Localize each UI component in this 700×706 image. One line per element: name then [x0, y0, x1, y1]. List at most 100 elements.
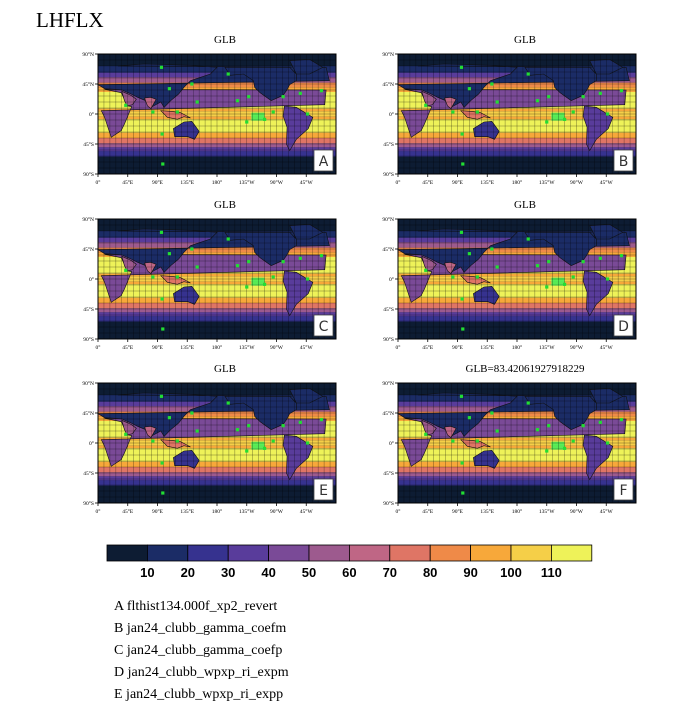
- station-marker: [545, 449, 549, 453]
- land-region: [443, 97, 457, 110]
- lon-tick-label: 45°W: [600, 508, 614, 513]
- station-marker: [475, 439, 479, 443]
- map-plot: 90°N45°N0°45°S90°S0° 45°E 90°E 135°E 180° 135…: [382, 216, 637, 349]
- lat-tick-label: 90°N: [382, 216, 394, 223]
- colorbar-segment: [227, 544, 269, 562]
- station-marker: [167, 416, 171, 420]
- station-marker: [475, 110, 479, 114]
- legend-item-c: C jan24_clubb_gamma_coefp: [114, 643, 283, 658]
- station-marker: [167, 252, 171, 256]
- station-marker: [563, 446, 567, 450]
- lon-tick-label: 180°: [212, 344, 222, 349]
- lat-tick-label: 45°N: [382, 410, 394, 417]
- panel-title: GLB: [514, 34, 536, 46]
- colorbar-segment: [147, 544, 189, 562]
- panel-title: GLB: [214, 199, 236, 211]
- map-plot: 90°N45°N0°45°S90°S0° 45°E 90°E 135°E 180° 135…: [82, 216, 337, 349]
- station-marker: [235, 99, 240, 103]
- station-marker: [535, 99, 540, 103]
- station-marker: [226, 401, 230, 405]
- lon-tick-label: 90°E: [452, 179, 464, 184]
- map-panel-d: GLB 90°N 45°N 0° 45°S 90°S 0° 45°E 90°E 135°E 180…: [370, 199, 640, 349]
- lon-tick-label: 45°E: [122, 179, 134, 184]
- station-marker: [247, 260, 251, 264]
- station-marker: [151, 110, 155, 114]
- highlight-box: [551, 112, 565, 121]
- panel-letter: D: [618, 319, 629, 335]
- station-marker: [547, 424, 551, 428]
- lon-tick-label: 180°: [512, 508, 522, 513]
- station-marker: [451, 439, 455, 443]
- colorbar-label: 70: [383, 565, 397, 580]
- station-marker: [545, 120, 549, 124]
- colorbar-label: 40: [261, 565, 275, 580]
- colorbar-segment: [470, 544, 512, 562]
- lat-tick-label: 45°N: [382, 81, 394, 88]
- lon-tick-label: 90°E: [452, 344, 464, 349]
- lon-tick-label: 0°: [396, 508, 401, 513]
- colorbar-segment: [308, 544, 350, 562]
- lat-tick-label: 90°S: [83, 171, 94, 178]
- station-marker: [571, 275, 575, 279]
- station-marker: [424, 103, 428, 107]
- station-marker: [195, 265, 199, 269]
- station-marker: [159, 65, 164, 69]
- lon-tick-label: 135°W: [539, 179, 555, 184]
- station-marker: [151, 439, 155, 443]
- lon-tick-label: 90°W: [570, 179, 584, 184]
- lon-tick-label: 0°: [96, 179, 101, 184]
- land-region: [582, 270, 614, 317]
- station-marker: [305, 441, 310, 445]
- panel-letter: F: [619, 483, 627, 499]
- lon-tick-label: 45°W: [600, 344, 614, 349]
- station-marker: [581, 424, 585, 428]
- map-panel-f: GLB=83.42061927918229 90°N 45°N 0° 45°S 90°S…: [370, 363, 640, 513]
- legend-item-e: E jan24_clubb_wpxp_ri_expp: [114, 687, 284, 702]
- station-marker: [459, 230, 464, 234]
- lon-tick-label: 135°W: [239, 344, 255, 349]
- station-marker: [281, 95, 285, 99]
- station-marker: [271, 439, 275, 443]
- station-marker: [124, 432, 128, 436]
- land-region: [282, 105, 314, 152]
- panel-title: GLB: [214, 363, 236, 375]
- lon-tick-label: 45°E: [122, 344, 134, 349]
- station-marker: [490, 411, 494, 415]
- station-marker: [263, 446, 267, 450]
- lon-tick-label: 45°W: [600, 179, 614, 184]
- colorbar-segment: [550, 544, 593, 562]
- lon-tick-label: 0°: [396, 179, 401, 184]
- station-marker: [175, 110, 179, 114]
- station-marker: [545, 285, 549, 289]
- station-marker: [495, 265, 499, 269]
- station-marker: [424, 432, 428, 436]
- lon-tick-label: 90°W: [270, 508, 284, 513]
- station-marker: [319, 89, 324, 93]
- colorbar-segment: [106, 544, 148, 562]
- station-marker: [281, 260, 285, 264]
- lat-tick-label: 90°S: [83, 336, 94, 343]
- lon-tick-label: 135°W: [239, 179, 255, 184]
- station-marker: [319, 254, 324, 258]
- lon-tick-label: 0°: [396, 344, 401, 349]
- lon-tick-label: 90°W: [570, 508, 584, 513]
- station-marker: [467, 87, 471, 91]
- station-marker: [490, 82, 494, 86]
- lat-tick-label: 0°: [389, 276, 394, 283]
- lat-tick-label: 90°S: [383, 500, 394, 507]
- lon-tick-label: 0°: [96, 344, 101, 349]
- lon-tick-label: 45°E: [422, 179, 434, 184]
- station-marker: [190, 411, 194, 415]
- station-marker: [245, 120, 249, 124]
- station-marker: [160, 132, 164, 136]
- lat-tick-label: 90°N: [82, 216, 94, 223]
- lat-tick-label: 45°S: [83, 141, 94, 148]
- station-marker: [124, 268, 128, 272]
- panel-letter-box: [613, 314, 634, 337]
- station-marker: [159, 230, 164, 234]
- station-marker: [245, 449, 249, 453]
- station-marker: [598, 91, 602, 95]
- station-marker: [226, 237, 230, 241]
- lat-tick-label: 0°: [89, 111, 94, 118]
- station-marker: [190, 82, 194, 86]
